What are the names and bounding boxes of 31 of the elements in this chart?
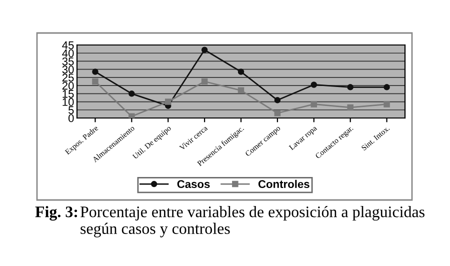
- y-tick-label: 40: [62, 49, 74, 58]
- point: [92, 68, 98, 75]
- y-tick-label: 20: [62, 82, 74, 90]
- point: [347, 104, 354, 111]
- text: Porcentaje entre variables de exposición a plaguicidas según casos y controles: [80, 206, 424, 238]
- legend-label: Controles: [258, 180, 310, 188]
- legend-label: Casos: [177, 180, 210, 188]
- point: [310, 82, 318, 88]
- point: [92, 78, 98, 85]
- point: [128, 90, 135, 97]
- point: [164, 98, 172, 105]
- y-tick-label: 15: [62, 90, 74, 98]
- point: [384, 101, 390, 108]
- point: [238, 68, 244, 75]
- y-tick-label: 30: [62, 66, 74, 74]
- caption: Fig. 3:: [35, 206, 78, 221]
- y-tick-label: 10: [62, 98, 74, 106]
- point: [238, 87, 244, 94]
- point: [274, 110, 281, 116]
- point: [201, 46, 208, 53]
- y-tick-label: 45: [62, 41, 74, 50]
- y-tick-label: 25: [62, 74, 74, 82]
- y-tick-label: 5: [68, 106, 74, 114]
- point: [384, 84, 390, 90]
- y-tick-label: 35: [62, 57, 74, 66]
- point: [128, 113, 135, 118]
- y-tick-label: 0: [68, 114, 74, 122]
- point: [274, 97, 281, 104]
- point: [347, 84, 354, 90]
- point: [310, 101, 318, 108]
- point: [201, 78, 208, 85]
